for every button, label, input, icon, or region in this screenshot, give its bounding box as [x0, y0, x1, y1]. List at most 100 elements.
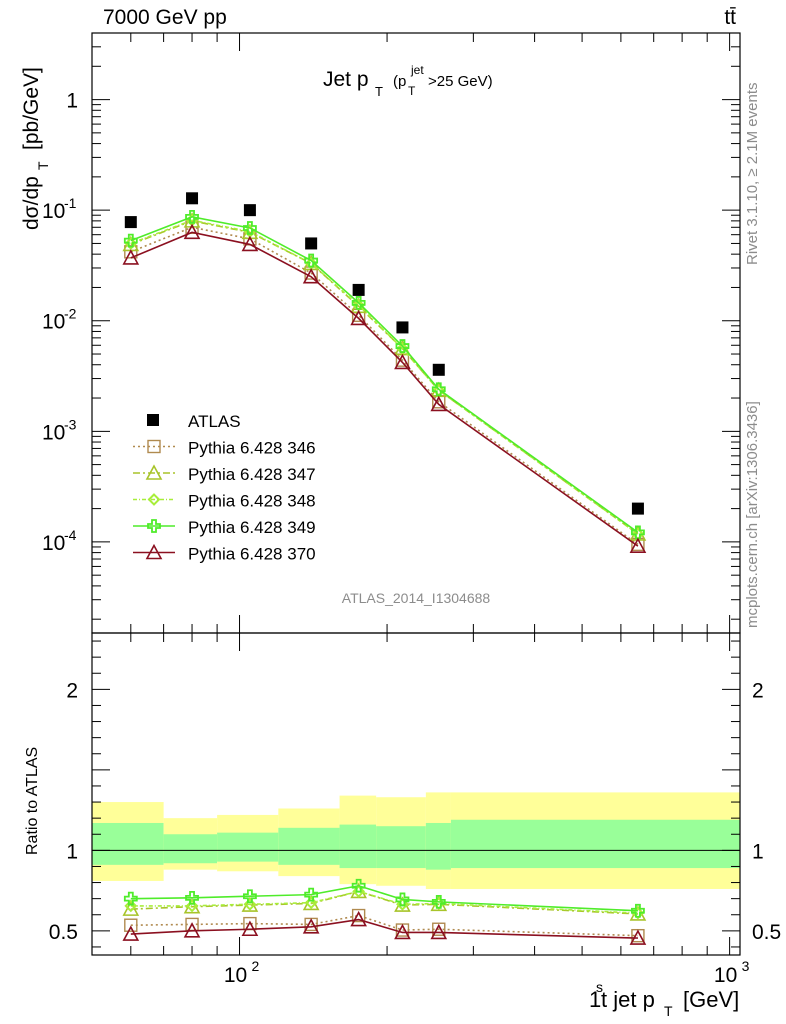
ratio-y-tick-label: 2: [66, 679, 78, 702]
ratio-point-4: [123, 891, 138, 906]
series-line-1: [130, 226, 639, 546]
ratio-line-5: [130, 918, 638, 939]
process-label: tt̄: [724, 6, 736, 29]
x-tick-label-exp: 3: [742, 958, 750, 974]
ratio-point-5: [430, 923, 448, 940]
marker-cross-shape: [631, 903, 645, 918]
ratio-point-4: [243, 889, 257, 904]
series-line-2: [130, 220, 639, 535]
y-axis-label-unit: [pb/GeV]: [20, 67, 43, 150]
mcplots-label: mcplots.cern.ch [arXiv:1306.3436]: [744, 401, 761, 628]
legend-label-atlas: ATLAS: [188, 412, 241, 431]
ratio-point-5: [394, 923, 411, 940]
legend-label-5: Pythia 6.428 370: [188, 545, 316, 564]
main-series: [122, 192, 647, 553]
series-point-5: [629, 537, 647, 553]
ratio-band-inner: [376, 826, 426, 869]
x-axis-label-s: s: [596, 979, 603, 995]
x-axis-label: 1st jet p T [GeV]: [589, 979, 739, 1019]
ratio-y-tick-label: 0.5: [49, 921, 78, 944]
series-point-4: [431, 382, 446, 397]
ratio-band-inner: [217, 832, 279, 862]
ratio-point-4: [304, 887, 319, 902]
marker-cross-shape: [431, 894, 446, 909]
y-tick-label-exp: -3: [64, 416, 77, 432]
series-line-4: [130, 216, 639, 533]
series-point-5: [302, 268, 320, 284]
ratio-y-tick-label-right: 1: [752, 840, 764, 863]
ratio-point-3: [185, 899, 199, 913]
y-tick-label-exp: -1: [64, 195, 77, 211]
ratio-series: [122, 878, 647, 945]
ratio-point-5: [629, 929, 647, 945]
y-tick-label: 10-4: [42, 527, 77, 555]
legend-label-4: Pythia 6.428 349: [188, 518, 316, 537]
marker-cross-shape: [431, 382, 446, 397]
marker-cross-shape: [395, 892, 410, 907]
marker-cross-shape: [185, 209, 199, 224]
ratio-point-3: [124, 899, 138, 913]
atlas-data-point: [396, 321, 409, 334]
series-point-4: [304, 253, 319, 268]
series-point-3: [396, 342, 409, 355]
marker-cross-shape: [351, 295, 366, 310]
ratio-y-tick-label-right: 2: [752, 679, 764, 702]
x-axis-label-sub: T: [664, 1003, 673, 1019]
panel-border: [91, 632, 741, 956]
ratio-line-3: [130, 890, 638, 914]
ratio-point-3: [352, 884, 366, 898]
marker-cross-shape: [243, 889, 257, 904]
series-point-5: [122, 249, 140, 265]
legend-label-2: Pythia 6.428 347: [188, 465, 316, 484]
ratio-point-3: [631, 906, 645, 920]
x-tick-label: 10 3: [714, 958, 750, 987]
series-point-5: [430, 395, 448, 412]
title-sub-t2: T: [408, 84, 416, 98]
y-axis-label: dσ/dp T [pb/GeV]: [20, 67, 51, 230]
legend-marker-5: [145, 543, 163, 560]
atlas-data-point: [124, 216, 137, 229]
marker-cross-shape: [631, 525, 645, 540]
rivet-version-label: Rivet 3.1.10, ≥ 2.1M events: [744, 82, 761, 266]
y-tick-label: 1: [66, 90, 78, 113]
ratio-point-3: [243, 897, 257, 911]
y-tick-label-base: 10: [42, 311, 65, 334]
y-tick-label-text: 1: [66, 90, 78, 113]
ratio-band-inner: [425, 822, 451, 870]
analysis-watermark: ATLAS_2014_I1304688: [342, 590, 491, 606]
ratio-line-2: [130, 890, 638, 915]
ratio-point-1: [432, 922, 446, 936]
title-part-cut: >25 GeV): [428, 73, 493, 90]
x-axis-label-unit: [GeV]: [683, 987, 739, 1012]
ratio-line-1: [130, 914, 638, 937]
series-point-5: [394, 353, 411, 370]
ratio-point-4: [631, 903, 645, 918]
marker-cross-shape: [351, 878, 366, 893]
series-point-4: [351, 295, 366, 310]
y-tick-label: 10-3: [42, 416, 77, 444]
x-axis-label-main: t jet p: [601, 987, 655, 1012]
marker-cross-shape: [304, 887, 319, 902]
series-point-5: [350, 309, 367, 326]
y-axis-label-main: dσ/dp: [20, 176, 43, 230]
atlas-data-point: [305, 237, 318, 250]
marker-cross-shape: [123, 891, 138, 906]
y-tick-label-base: 10: [42, 532, 65, 555]
ratio-band-inner: [92, 822, 164, 865]
series-point-4: [185, 209, 199, 224]
series-point-4: [631, 525, 645, 540]
ratio-point-5: [302, 918, 320, 934]
series-line-5: [130, 231, 639, 547]
legend: ATLAS Pythia 6.428 346 Pythia 6.428 347 Pyt…: [133, 412, 316, 564]
y-tick-label-base: 10: [42, 421, 65, 444]
legend-label-3: Pythia 6.428 348: [188, 492, 316, 511]
series-point-4: [123, 233, 138, 248]
marker-cross-shape: [185, 890, 199, 905]
marker-cross-shape: [147, 519, 161, 533]
legend-label-1: Pythia 6.428 346: [188, 439, 316, 458]
marker-cross-shape: [395, 339, 410, 353]
marker-cross-shape: [243, 221, 257, 235]
series-point-5: [183, 223, 201, 240]
